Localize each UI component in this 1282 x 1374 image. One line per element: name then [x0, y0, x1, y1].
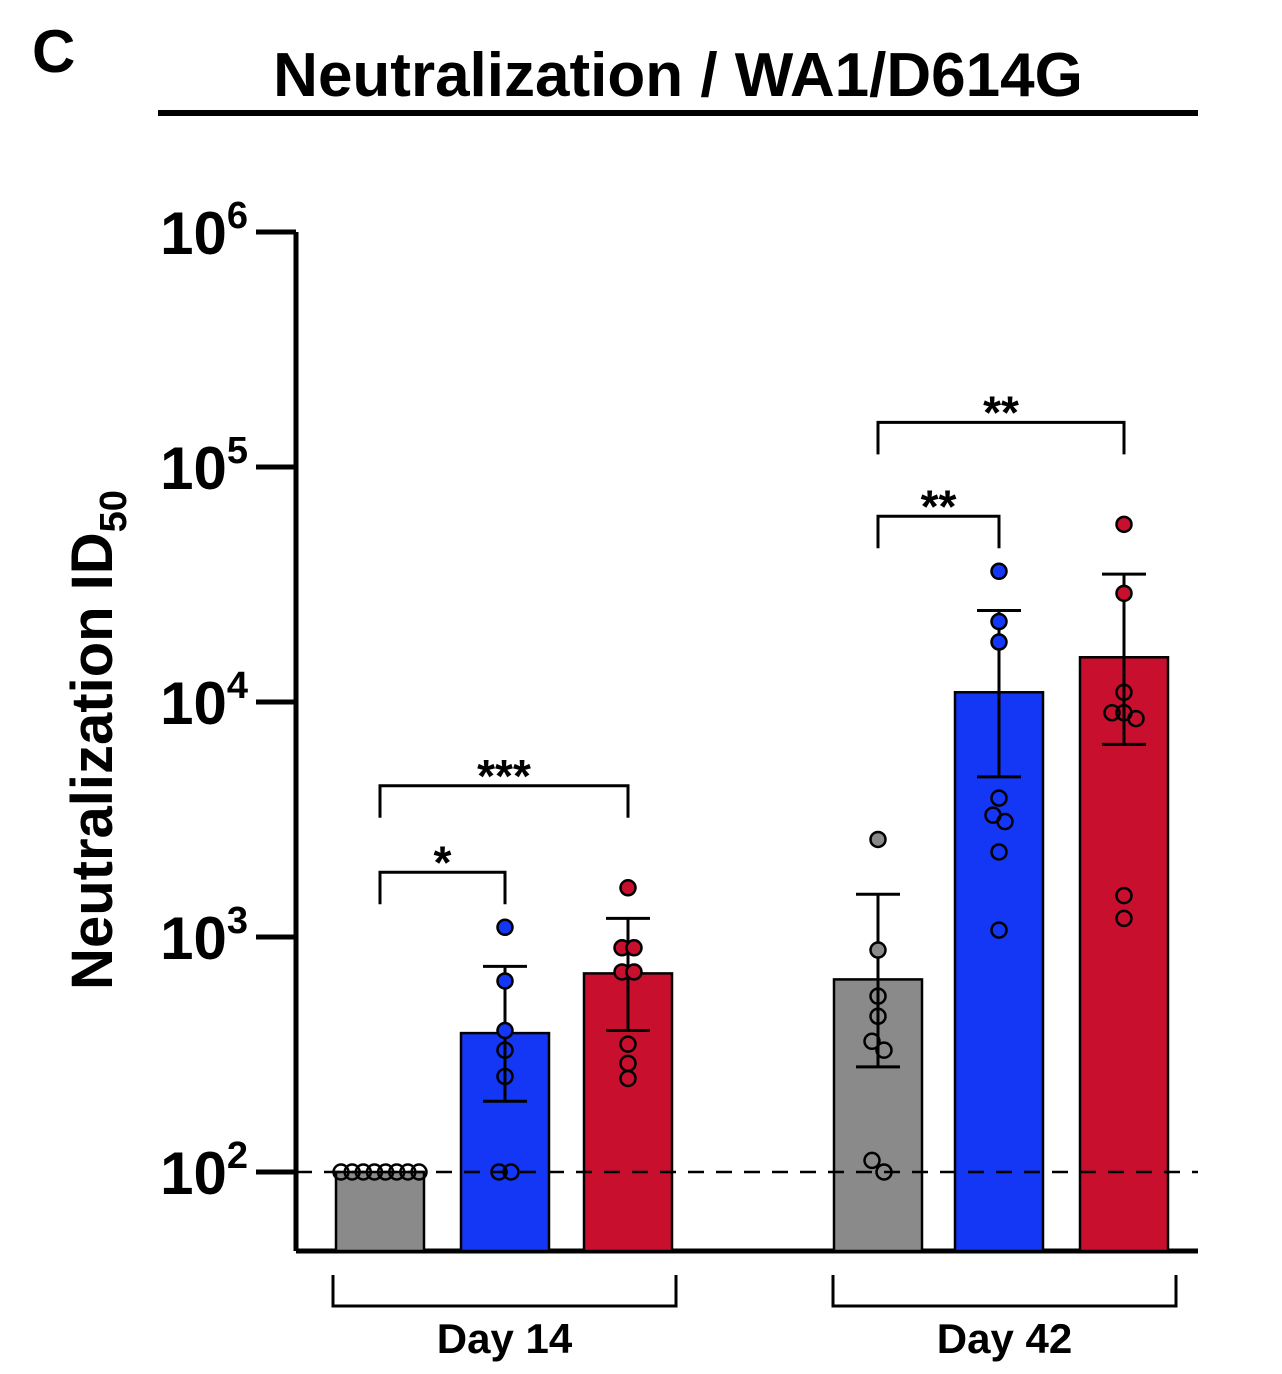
data-point [1115, 909, 1133, 928]
significance-bracket [876, 514, 1001, 549]
data-point [1127, 709, 1145, 728]
data-point [619, 1069, 637, 1088]
bar [1078, 656, 1170, 1253]
y-axis-title-subscript: 50 [93, 490, 135, 532]
y-tick-base: 10 [160, 200, 227, 267]
panel-label: C [32, 18, 75, 85]
y-tick-exponent: 3 [227, 900, 248, 942]
data-point [1103, 704, 1121, 722]
group-bracket [331, 1275, 678, 1308]
data-point [496, 1041, 514, 1059]
y-axis-title: Neutralization ID [60, 532, 125, 990]
y-tick-exponent: 6 [227, 195, 248, 237]
data-point [1115, 683, 1133, 702]
svg-text:Neutralization ID50: Neutralization ID50 [60, 490, 135, 990]
y-tick-base: 10 [160, 1140, 227, 1207]
data-point [496, 1021, 514, 1040]
data-point [496, 1067, 514, 1086]
data-point [990, 843, 1008, 861]
y-tick-exponent: 2 [227, 1135, 248, 1177]
significance-label: ** [983, 386, 1019, 438]
data-point [990, 921, 1008, 939]
data-point [1115, 886, 1133, 905]
data-point [869, 941, 887, 959]
data-point [863, 1151, 881, 1170]
data-point [619, 1035, 637, 1053]
data-point [990, 789, 1008, 807]
significance-label: ** [921, 480, 957, 532]
y-tick-label: 104 [160, 665, 248, 737]
data-point [996, 812, 1014, 831]
data-point [496, 972, 514, 990]
y-tick-exponent: 4 [227, 665, 248, 707]
data-point [990, 562, 1008, 581]
group-bracket [831, 1275, 1178, 1308]
data-point [625, 939, 643, 957]
bar [953, 691, 1045, 1253]
data-point [990, 633, 1008, 651]
data-point [1115, 515, 1133, 534]
data-point [619, 879, 637, 897]
x-group-label: Day 14 [437, 1315, 573, 1362]
y-tick-exponent: 5 [227, 430, 248, 472]
y-tick-label: 102 [160, 1135, 248, 1207]
data-point [869, 987, 887, 1005]
bar [334, 1170, 426, 1253]
data-point [863, 1032, 881, 1051]
y-tick-label: 105 [160, 430, 248, 502]
data-point [869, 830, 887, 849]
y-tick-base: 10 [160, 435, 227, 502]
significance-bracket [378, 870, 507, 905]
data-point [875, 1041, 893, 1059]
x-group-label: Day 42 [937, 1315, 1072, 1362]
chart-title: Neutralization / WA1/D614G [273, 41, 1083, 110]
y-tick-base: 10 [160, 670, 227, 737]
data-point [990, 612, 1008, 631]
significance-label: *** [477, 750, 531, 802]
data-point [1115, 584, 1133, 603]
significance-bracket [378, 784, 630, 818]
data-point [625, 963, 643, 981]
y-axis-label: Neutralization ID50 [60, 490, 135, 990]
y-tick-base: 10 [160, 905, 227, 972]
y-tick-label: 103 [160, 900, 248, 972]
significance-bracket [876, 420, 1126, 455]
y-tick-label: 106 [160, 195, 248, 267]
data-point [496, 918, 514, 937]
significance-label: * [434, 836, 452, 888]
data-point [869, 1007, 887, 1026]
